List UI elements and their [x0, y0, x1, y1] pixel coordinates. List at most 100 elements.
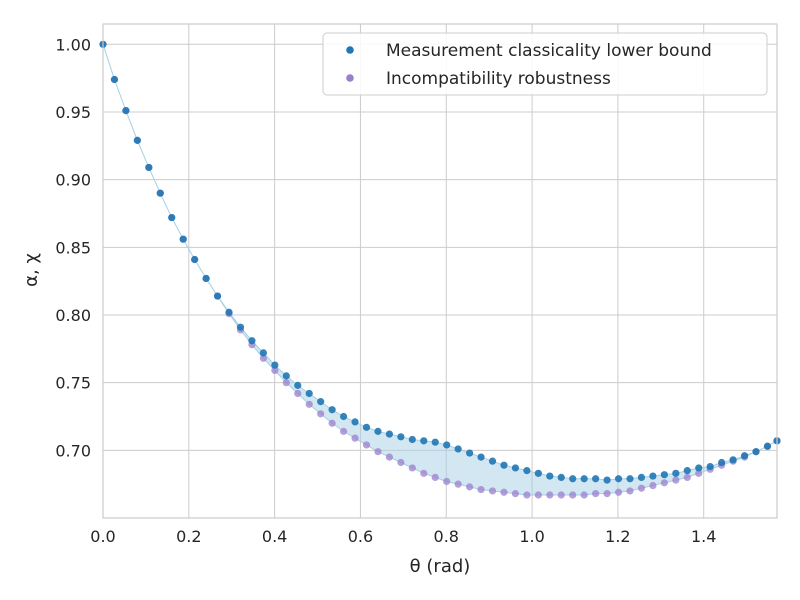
- incompatibility-point: [695, 469, 703, 477]
- incompatibility-point: [305, 400, 313, 408]
- lower-bound-point: [122, 107, 130, 115]
- lower-bound-point: [282, 372, 290, 380]
- lower-bound-point: [488, 457, 497, 465]
- legend: Measurement classicality lower bound Inco…: [322, 32, 768, 96]
- incompatibility-point: [362, 441, 371, 449]
- lower-bound-point: [672, 469, 680, 477]
- y-tick-label: 0.90: [55, 171, 91, 190]
- incompatibility-point: [649, 481, 657, 490]
- incompatibility-point: [569, 491, 577, 499]
- lower-bound-point: [511, 464, 520, 472]
- lower-bound-point: [718, 458, 726, 467]
- lower-bound-point: [133, 136, 141, 144]
- lower-bound-point: [626, 475, 634, 483]
- lower-bound-point: [683, 467, 691, 475]
- incompatibility-point: [511, 490, 520, 498]
- legend-marker: [346, 46, 354, 54]
- lower-bound-point: [317, 398, 325, 406]
- grid-lines: [102, 24, 777, 518]
- incompatibility-point: [488, 487, 497, 495]
- incompatibility-point: [466, 483, 474, 491]
- incompatibility-point: [420, 469, 428, 477]
- incompatibility-point: [683, 473, 691, 481]
- incompatibility-point: [534, 491, 542, 499]
- incompatibility-point: [271, 366, 279, 375]
- incompatibility-point: [500, 488, 508, 496]
- series-incompatibility: [99, 40, 781, 499]
- incompatibility-point: [317, 410, 325, 418]
- lower-bound-point: [477, 453, 485, 461]
- lower-bound-point: [546, 472, 554, 480]
- lower-bound-point: [339, 412, 348, 421]
- lower-bound-point: [580, 475, 588, 483]
- lower-bound-point: [374, 427, 382, 435]
- x-tick-label: 1.4: [691, 527, 716, 546]
- incompatibility-point: [523, 491, 531, 499]
- lower-bound-point: [362, 423, 371, 431]
- incompatibility-point: [477, 485, 485, 494]
- lower-bound-point: [614, 475, 623, 483]
- incompatibility-point: [557, 491, 565, 499]
- incompatibility-point: [443, 477, 451, 486]
- x-tick-label: 0.6: [348, 527, 373, 546]
- incompatibility-point: [454, 480, 462, 488]
- lower-bound-point: [740, 452, 749, 460]
- incompatibility-point: [592, 490, 600, 498]
- plot-frame: [102, 23, 778, 519]
- lower-bound-point: [454, 445, 462, 453]
- y-tick-label: 0.70: [55, 441, 91, 460]
- lower-bound-point: [603, 476, 611, 484]
- incompatibility-point: [397, 458, 405, 467]
- lower-bound-point: [443, 441, 451, 449]
- legend-box: [322, 32, 768, 96]
- lower-bound-point: [385, 430, 394, 438]
- lower-bound-point: [569, 475, 577, 483]
- lower-bound-point: [328, 406, 336, 414]
- lower-bound-point: [557, 473, 565, 481]
- lower-bound-point: [259, 349, 267, 357]
- incompatibility-point: [672, 476, 680, 484]
- incompatibility-point: [580, 491, 588, 499]
- plot-border: [102, 23, 778, 519]
- incompatibility-point: [351, 434, 359, 442]
- lower-bound-point: [145, 163, 153, 172]
- lower-bound-point: [271, 361, 279, 369]
- x-tick-label: 0.4: [262, 527, 287, 546]
- x-tick-label: 1.0: [519, 527, 544, 546]
- x-tick-label: 1.2: [605, 527, 630, 546]
- x-tick-label: 0.0: [90, 527, 115, 546]
- lower-bound-point: [110, 75, 119, 84]
- lower-bound-point: [500, 461, 508, 469]
- lower-bound-point: [649, 472, 657, 480]
- lower-bound-point: [420, 437, 428, 445]
- lower-bound-point: [191, 255, 199, 264]
- lower-bound-point: [168, 213, 176, 222]
- incompatibility-point: [282, 379, 290, 387]
- lower-bound-point: [179, 235, 187, 243]
- incompatibility-point: [431, 473, 439, 481]
- lower-bound-point: [294, 381, 302, 389]
- incompatibility-point: [603, 490, 611, 498]
- y-tick-labels: 0.70 0.75 0.80 0.85 0.90 0.95 1.00: [55, 35, 91, 460]
- y-tick-label: 1.00: [55, 35, 91, 54]
- lower-bound-point: [660, 471, 668, 479]
- lower-bound-point: [351, 418, 359, 426]
- legend-marker: [346, 74, 354, 82]
- lower-bound-point: [236, 323, 245, 331]
- incompatibility-point: [614, 488, 623, 496]
- lower-bound-point: [523, 467, 531, 475]
- incompatibility-point: [637, 484, 646, 492]
- lower-bound-point: [706, 462, 714, 471]
- incompatibility-point: [385, 453, 394, 461]
- incompatibility-point: [408, 464, 416, 472]
- data-points: [99, 40, 781, 499]
- lower-bound-point: [592, 475, 600, 483]
- incompatibility-point: [328, 419, 336, 427]
- x-axis-title: θ (rad): [410, 556, 471, 577]
- incompatibility-point: [259, 354, 267, 362]
- legend-label: Incompatibility robustness: [386, 69, 611, 89]
- lower-bound-point: [431, 438, 439, 446]
- lower-bound-point: [752, 448, 760, 456]
- lower-bound-point: [225, 308, 233, 316]
